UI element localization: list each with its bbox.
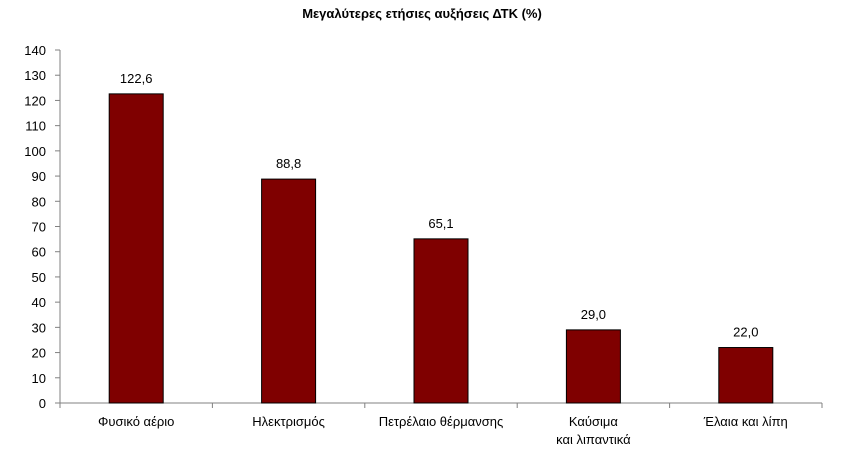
x-tick-label: Έλαια και λίπη <box>703 414 788 429</box>
bar <box>261 178 317 404</box>
y-tick-label: 70 <box>32 220 46 235</box>
bar <box>108 93 164 404</box>
labels-group: 122,6 Φυσικό αέριο 88,8 Ηλεκτρισμός 65,1 Πετρ… <box>98 71 788 447</box>
y-tick-label: 30 <box>32 320 46 335</box>
y-tick-label: 50 <box>32 270 46 285</box>
axes-group: 0 10 20 30 40 50 60 70 80 90 100 110 120 130 140 <box>24 43 823 411</box>
data-label: 65,1 <box>428 216 453 231</box>
y-tick-label: 40 <box>32 295 46 310</box>
y-tick-label: 140 <box>24 43 46 58</box>
bars-group <box>108 93 774 404</box>
y-tick-label: 60 <box>32 245 46 260</box>
y-tick-label: 110 <box>25 119 46 134</box>
x-tick-label: Πετρέλαιο θέρμανσης <box>379 414 504 429</box>
bar <box>718 347 774 404</box>
chart-title: Μεγαλύτερες ετήσιες αυξήσεις ΔΤΚ (%) <box>302 6 542 21</box>
x-tick-label: Καύσιμα <box>569 414 619 429</box>
bar <box>413 238 469 404</box>
y-tick-label: 100 <box>24 144 46 159</box>
bar <box>565 329 621 404</box>
data-label: 122,6 <box>120 71 153 86</box>
y-tick-label: 120 <box>24 93 46 108</box>
data-label: 22,0 <box>733 325 758 340</box>
y-tick-label: 130 <box>24 68 46 83</box>
y-tick-label: 90 <box>32 169 46 184</box>
y-tick-label: 20 <box>32 346 46 361</box>
x-tick-label: και λιπαντικά <box>556 432 631 447</box>
data-label: 29,0 <box>581 307 606 322</box>
x-tick-label: Ηλεκτρισμός <box>252 414 325 429</box>
y-tick-label: 0 <box>39 396 46 411</box>
x-tick-label: Φυσικό αέριο <box>98 414 174 429</box>
data-label: 88,8 <box>276 156 301 171</box>
y-tick-label: 10 <box>32 371 46 386</box>
y-tick-label: 80 <box>32 194 46 209</box>
